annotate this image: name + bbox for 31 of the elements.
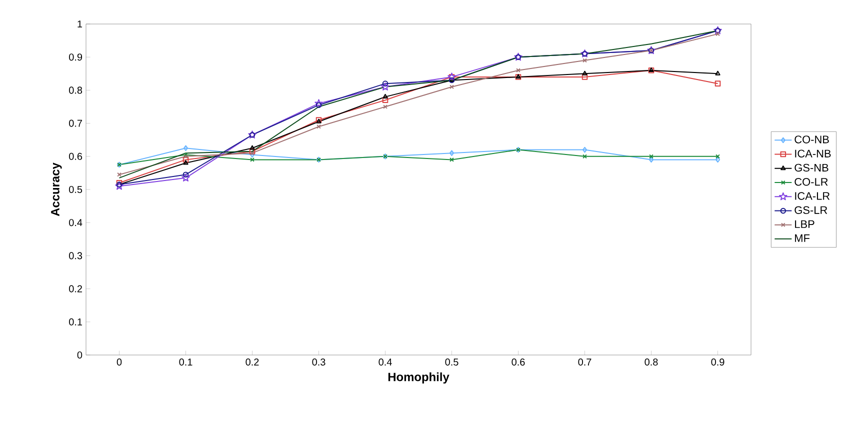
y-tick-label: 0 [77, 351, 82, 359]
legend-label: ICA-NB [795, 150, 831, 158]
y-tick-label: 1 [78, 20, 82, 28]
y-tick-label: 0.8 [69, 86, 82, 94]
legend-label: GS-NB [794, 164, 828, 172]
x-tick-label: 0.2 [246, 358, 259, 366]
x-tick-label: 0 [116, 358, 122, 366]
x-tick-label: 0.1 [179, 358, 192, 366]
x-tick-label: 0.8 [644, 358, 658, 366]
y-axis-title: Accuracy [51, 162, 62, 216]
x-tick-label: 0.4 [378, 358, 392, 366]
y-tick-label: 0.2 [69, 285, 82, 292]
y-tick-label: 0.7 [69, 120, 82, 127]
x-tick-label: 0.6 [512, 358, 525, 366]
legend-label: CO-LR [794, 178, 828, 186]
legend-label: CO-NB [794, 136, 829, 144]
x-tick-label: 0.9 [711, 358, 724, 366]
x-tick-label: 0.7 [578, 358, 592, 366]
y-tick-label: 0.1 [69, 318, 82, 326]
y-tick-label: 0.3 [69, 252, 82, 260]
legend-label: MF [795, 234, 810, 242]
x-tick-label: 0.3 [312, 358, 326, 366]
y-tick-label: 0.9 [69, 54, 82, 61]
x-tick-label: 0.5 [445, 358, 458, 366]
legend-label: ICA-LR [795, 192, 830, 200]
legend-label: LBP [795, 220, 814, 228]
y-tick-label: 0.6 [69, 152, 82, 160]
legend-label: GS-LR [794, 206, 828, 214]
y-tick-label: 0.4 [69, 219, 82, 226]
x-axis-title: Homophily [388, 372, 450, 384]
y-tick-label: 0.5 [69, 186, 82, 194]
